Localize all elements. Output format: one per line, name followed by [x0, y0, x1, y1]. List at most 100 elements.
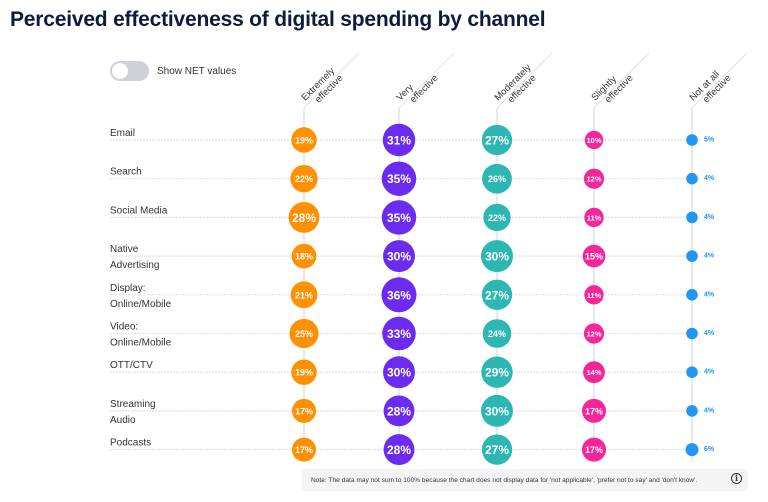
- data-bubble: [686, 405, 698, 417]
- data-bubble: [383, 356, 415, 389]
- row-label: Audio: [110, 415, 136, 426]
- data-label: 30%: [387, 250, 411, 264]
- data-bubble: [583, 168, 605, 189]
- row-label: OTT/CTV: [110, 360, 153, 371]
- data-bubble: [291, 243, 317, 269]
- data-label: 31%: [387, 134, 411, 148]
- data-bubble: [290, 165, 318, 193]
- data-bubble: [481, 356, 513, 388]
- row-label: Online/Mobile: [110, 299, 172, 310]
- data-label: 15%: [585, 252, 603, 262]
- data-bubble: [582, 244, 606, 268]
- data-bubble: [291, 398, 317, 423]
- data-label: 12%: [586, 175, 601, 184]
- data-label: 27%: [485, 288, 509, 302]
- toggle-switch[interactable]: [110, 61, 149, 81]
- data-label: 4%: [704, 214, 715, 221]
- row-label: Email: [110, 128, 135, 139]
- data-label: 19%: [295, 368, 313, 378]
- data-label: 14%: [586, 368, 601, 377]
- data-label: 35%: [387, 211, 411, 225]
- data-label: 10%: [586, 136, 601, 145]
- data-bubble: [481, 394, 513, 427]
- row-label: Podcasts: [110, 438, 151, 449]
- data-bubble: [581, 437, 607, 462]
- data-bubble: [481, 279, 513, 310]
- row-label: Video:: [110, 322, 138, 333]
- data-label: 30%: [485, 404, 509, 418]
- data-label: 28%: [292, 211, 316, 225]
- data-label: 5%: [704, 137, 715, 144]
- data-bubble: [686, 366, 698, 379]
- data-label: 35%: [387, 172, 411, 186]
- data-label: 30%: [387, 366, 411, 380]
- data-label: 12%: [586, 330, 601, 339]
- data-bubble: [583, 361, 605, 384]
- data-label: 18%: [295, 252, 313, 262]
- data-bubble: [383, 240, 415, 273]
- data-label: 27%: [485, 134, 509, 148]
- data-label: 4%: [704, 175, 715, 182]
- row-label: Advertising: [110, 260, 159, 271]
- data-bubble: [584, 130, 604, 150]
- data-bubble: [482, 319, 512, 348]
- data-bubble: [584, 207, 604, 228]
- data-label: 4%: [704, 291, 715, 298]
- data-label: 11%: [587, 291, 602, 300]
- data-bubble: [381, 277, 417, 313]
- data-label: 28%: [387, 443, 411, 457]
- data-bubble: [685, 443, 699, 457]
- row-label: Social Media: [110, 205, 168, 216]
- data-bubble: [290, 281, 318, 309]
- data-label: 29%: [485, 366, 509, 380]
- column-header-line: [303, 52, 360, 109]
- data-label: 4%: [704, 330, 715, 337]
- toggle-label: Show NET values: [157, 65, 237, 77]
- data-bubble: [291, 359, 317, 385]
- data-bubble: [381, 200, 417, 235]
- data-label: 19%: [295, 136, 313, 146]
- data-bubble: [481, 240, 513, 273]
- data-label: 4%: [704, 407, 715, 414]
- data-label: 26%: [488, 174, 506, 184]
- show-net-values-toggle[interactable]: Show NET values: [110, 61, 236, 81]
- data-label: 4%: [704, 369, 715, 376]
- data-label: 21%: [295, 290, 313, 300]
- column-header-line: [691, 52, 748, 109]
- row-label: Search: [110, 167, 142, 178]
- data-label: 17%: [585, 445, 603, 455]
- data-bubble: [686, 327, 698, 340]
- data-bubble: [686, 172, 698, 185]
- data-bubble: [481, 124, 513, 156]
- data-label: 24%: [488, 329, 506, 339]
- data-label: 4%: [704, 253, 715, 260]
- data-label: 6%: [704, 446, 715, 453]
- toggle-knob: [112, 63, 128, 79]
- column-header-line: [398, 52, 455, 109]
- data-bubble: [288, 201, 320, 233]
- data-bubble: [686, 211, 698, 224]
- data-note: Note: The data may not sum to 100% becau…: [302, 469, 748, 491]
- data-label: 28%: [387, 404, 411, 418]
- data-bubble: [381, 161, 417, 196]
- data-bubble: [482, 163, 512, 194]
- note-text: Note: The data may not sum to 100% becau…: [311, 476, 698, 484]
- row-label: Native: [110, 244, 139, 255]
- data-bubble: [291, 437, 317, 462]
- data-bubble: [382, 316, 416, 351]
- row-label: Streaming: [110, 399, 156, 410]
- data-label: 36%: [387, 288, 411, 302]
- data-label: 22%: [295, 174, 313, 184]
- data-label: 30%: [485, 250, 509, 264]
- data-bubble: [382, 123, 416, 157]
- data-bubble: [383, 395, 415, 427]
- info-icon[interactable]: i: [731, 473, 742, 484]
- page-title: Perceived effectiveness of digital spend…: [10, 8, 546, 31]
- data-label: 17%: [295, 406, 313, 416]
- data-bubble: [686, 134, 698, 146]
